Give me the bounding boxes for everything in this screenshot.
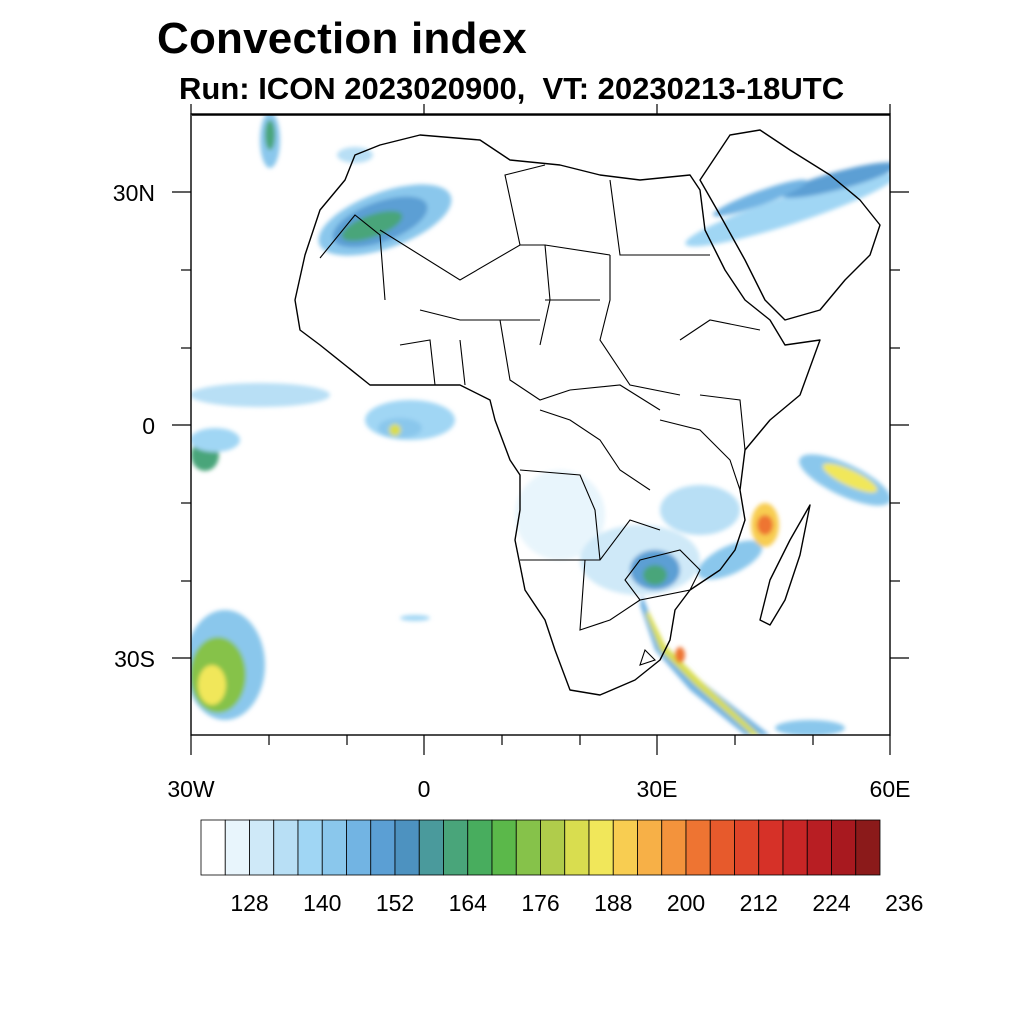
- colorbar-swatch: [564, 819, 590, 876]
- colorbar-swatch: [467, 819, 493, 876]
- country-borders: [319, 164, 761, 666]
- colorbar-tick-label: 236: [885, 890, 924, 916]
- colorbar-tick-label: 152: [375, 890, 415, 916]
- colorbar-tick-label: 188: [594, 890, 633, 916]
- colorbar-tick-label: 176: [521, 890, 560, 916]
- lon-label-60e: 60E: [869, 776, 911, 802]
- colorbar-swatch: [249, 819, 275, 876]
- colorbar-swatch: [515, 819, 541, 876]
- colorbar-swatch: [540, 819, 566, 876]
- colorbar-swatch: [588, 819, 614, 876]
- lon-label-30w: 30W: [167, 776, 215, 802]
- colorbar-swatch: [661, 819, 687, 876]
- coastlines: [192, 114, 890, 696]
- convection-field: [191, 114, 890, 735]
- colorbar-swatch: [346, 819, 372, 876]
- map-subtitle: Run: ICON 2023020900, VT: 20230213-18UTC: [179, 71, 845, 106]
- colorbar-swatch: [224, 819, 250, 876]
- colorbar-swatch: [734, 819, 760, 876]
- lon-label-0: 0: [417, 776, 431, 802]
- colorbar: [200, 819, 881, 876]
- colorbar-swatch: [491, 819, 517, 876]
- colorbar-tick-label: 212: [739, 890, 778, 916]
- colorbar-swatch: [758, 819, 784, 876]
- colorbar-swatch: [685, 819, 711, 876]
- colorbar-tick-label: 200: [666, 890, 706, 916]
- lat-label-0: 0: [142, 413, 155, 439]
- colorbar-tick-label: 164: [448, 890, 487, 916]
- colorbar-swatch: [273, 819, 299, 876]
- colorbar-swatch: [612, 819, 638, 876]
- colorbar-swatch: [637, 819, 663, 876]
- colorbar-swatch: [443, 819, 469, 876]
- colorbar-swatch: [297, 819, 323, 876]
- colorbar-swatch: [370, 819, 396, 876]
- colorbar-swatch: [855, 819, 881, 876]
- map-ticks: [172, 104, 909, 755]
- colorbar-tick-label: 140: [303, 890, 342, 916]
- colorbar-swatch: [831, 819, 857, 876]
- colorbar-tick-label: 128: [230, 890, 269, 916]
- lat-label-30s: 30S: [114, 646, 155, 672]
- map-title: Convection index: [157, 14, 527, 63]
- colorbar-swatch: [806, 819, 832, 876]
- colorbar-swatch: [418, 819, 444, 876]
- colorbar-swatch: [200, 819, 226, 876]
- lat-label-30n: 30N: [112, 180, 155, 206]
- colorbar-swatch: [321, 819, 347, 876]
- colorbar-swatch: [709, 819, 735, 876]
- lon-label-30e: 30E: [636, 776, 678, 802]
- colorbar-swatch: [394, 819, 420, 876]
- colorbar-tick-label: 224: [812, 890, 851, 916]
- colorbar-swatch: [782, 819, 808, 876]
